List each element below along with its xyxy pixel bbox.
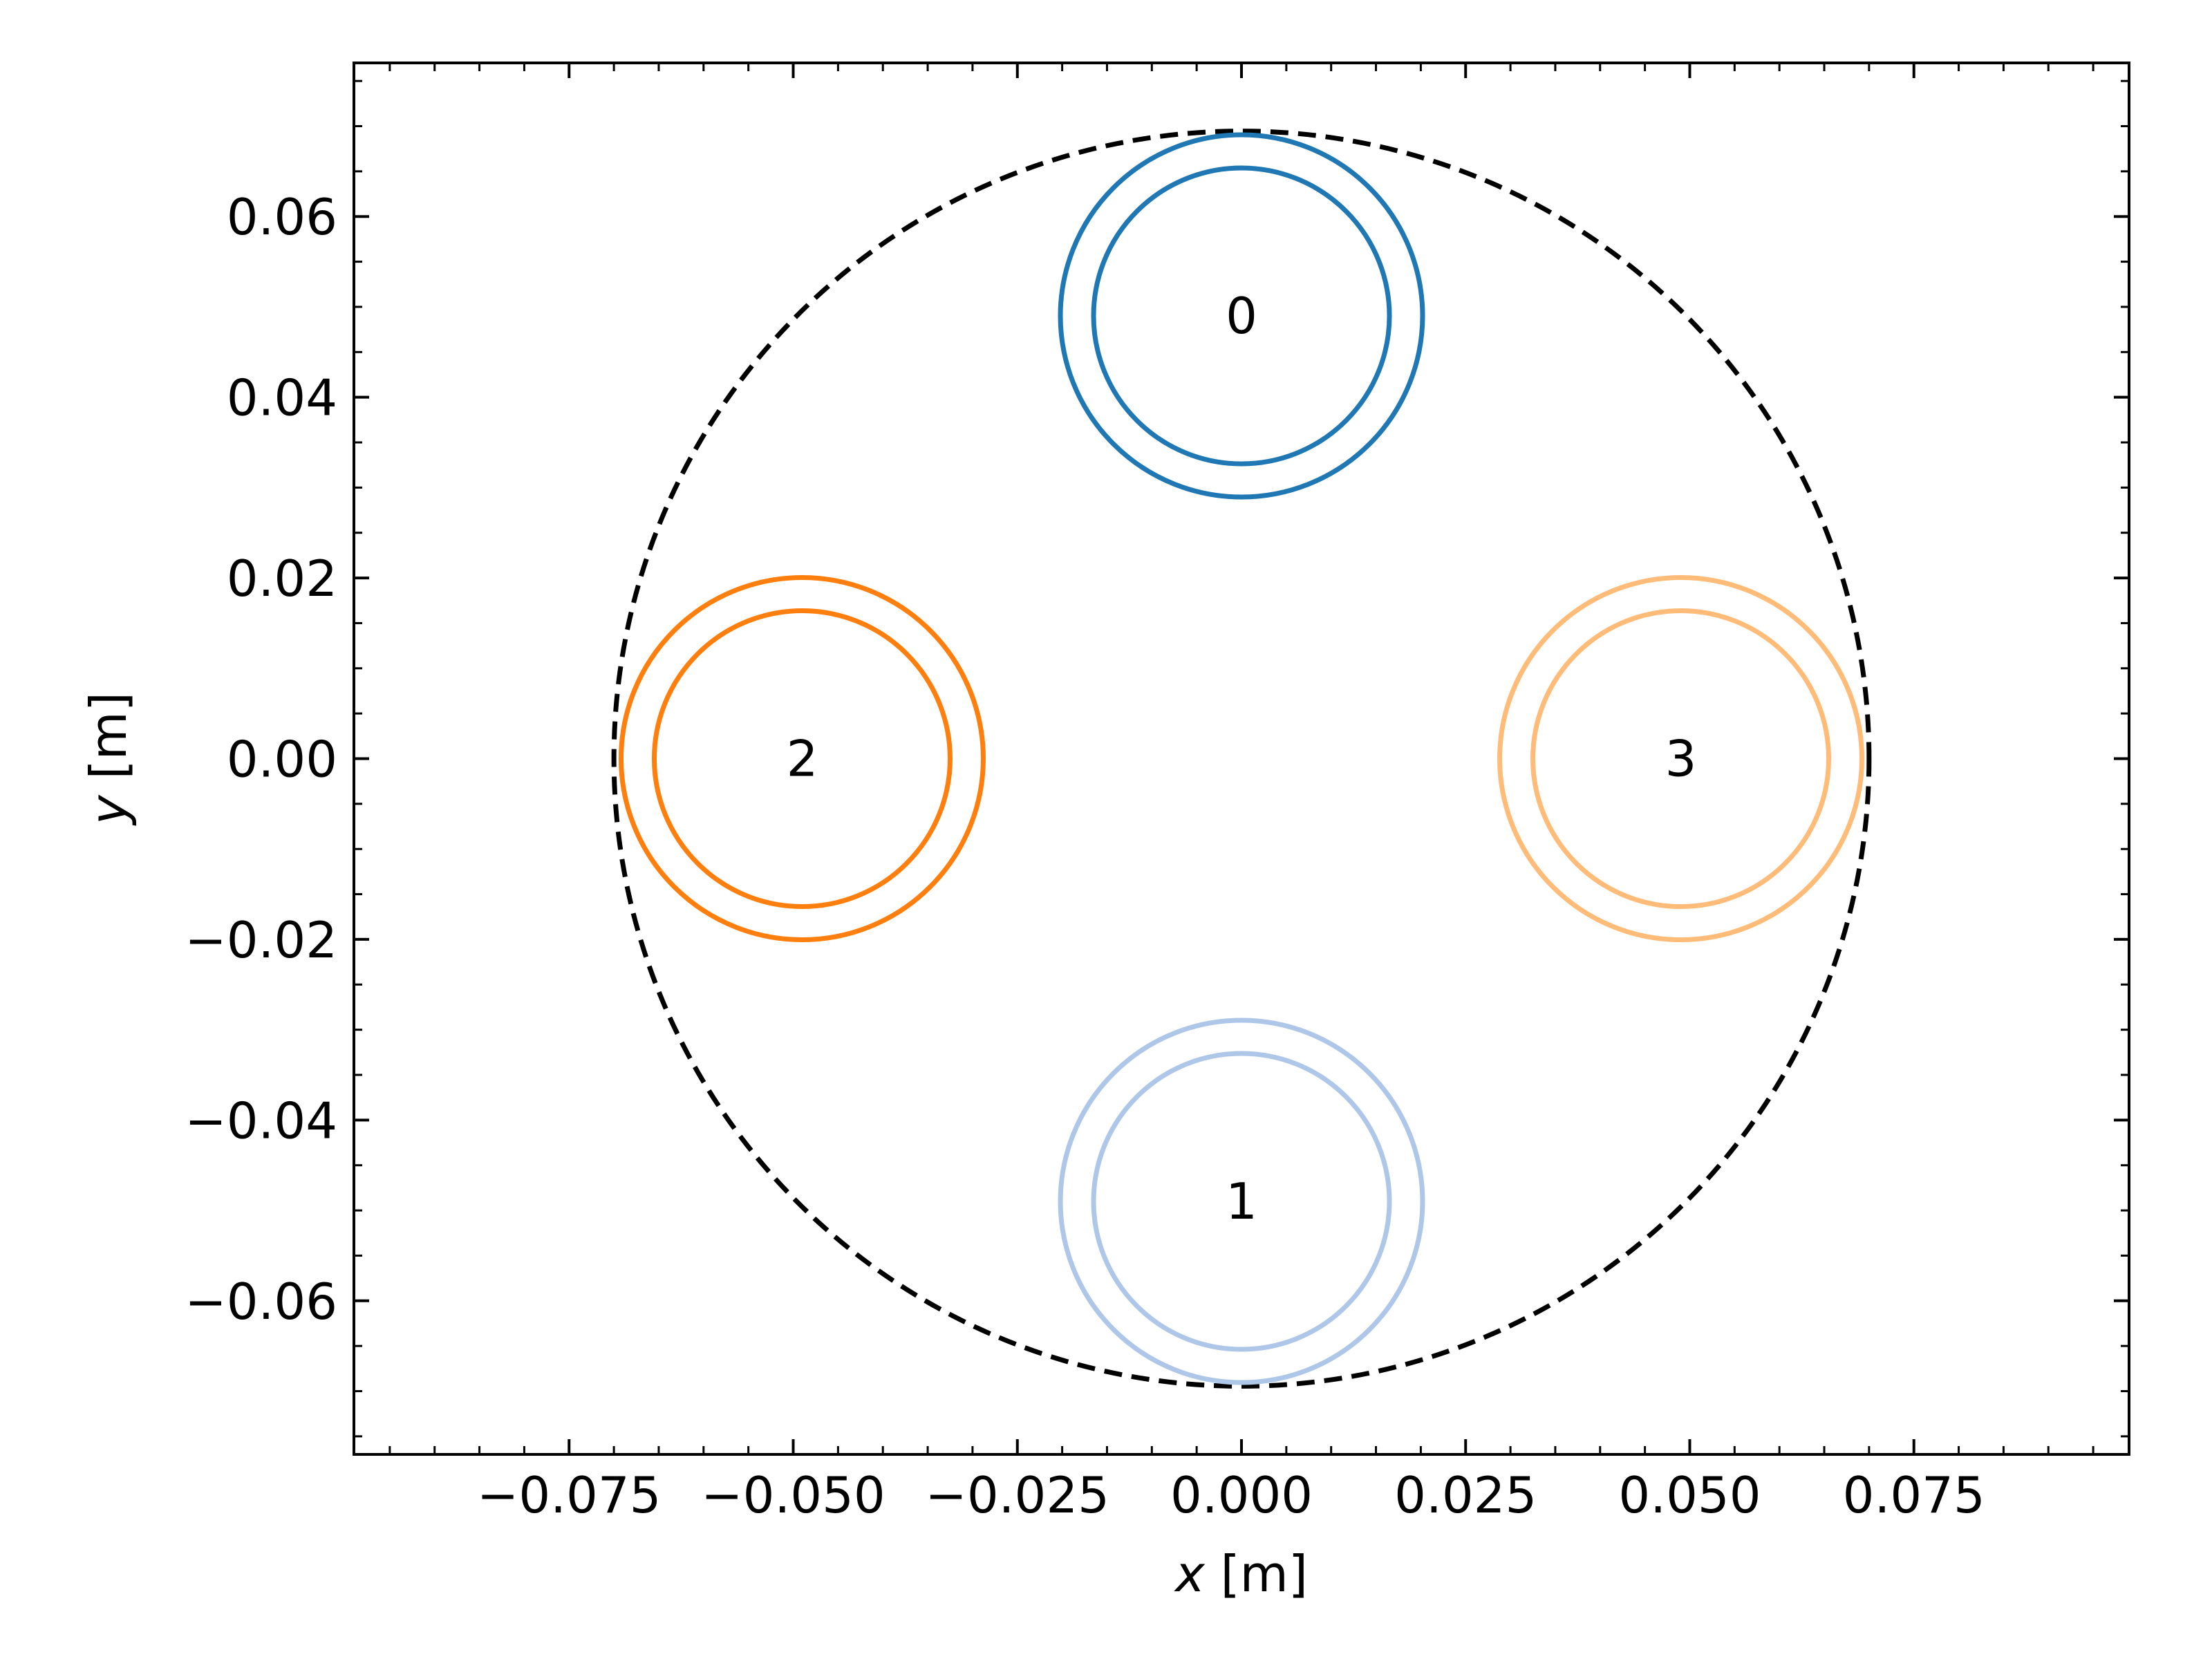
plot-frame [353,62,2130,1456]
x-axis-unit: [m] [1205,1545,1308,1603]
conductor-0-outer-circle [1058,132,1425,500]
x-tick-label: 0.075 [1843,1466,1985,1524]
y-axis-variable: y [79,794,138,826]
conductor-1-outer-circle [1058,1018,1425,1385]
x-tick-label: −0.025 [926,1466,1109,1524]
x-axis-label: x [m] [1174,1545,1308,1603]
x-tick-label: −0.050 [701,1466,885,1524]
y-tick-label: 0.00 [227,731,337,789]
conductor-2-outer-circle [618,575,986,942]
x-tick-label: 0.050 [1618,1466,1761,1524]
conductor-3-label: 3 [1665,730,1697,788]
y-tick-label: −0.06 [185,1273,337,1331]
y-tick-label: 0.02 [227,550,337,608]
conductor-2-inner-circle [651,608,953,909]
conductor-0-inner-circle [1091,165,1392,467]
y-tick-label: −0.04 [185,1091,337,1150]
x-tick-label: 0.025 [1394,1466,1537,1524]
x-tick-labels: −0.075 −0.050 −0.025 0.000 0.025 0.050 0.075 [477,1466,1985,1524]
plot-area [354,63,2129,1454]
conductor-1-label: 1 [1226,1172,1257,1230]
y-tick-labels: −0.06 −0.04 −0.02 0.00 0.02 0.04 0.06 [185,188,337,1331]
x-tick-label: 0.000 [1170,1466,1313,1524]
boundary-dashed-circle [611,129,1872,1389]
conductor-3-inner-circle [1530,608,1832,909]
conductor-3-outer-circle [1497,575,1865,942]
y-tick-label: −0.02 [185,911,337,969]
y-tick-label: 0.06 [227,188,337,246]
boundary-group [611,129,1872,1389]
y-tick-label: 0.04 [227,369,337,427]
conductor-0-label: 0 [1226,287,1257,345]
conductor-1-inner-circle [1091,1051,1392,1352]
conductor-2-label: 2 [787,730,818,788]
y-axis-unit: [m] [79,692,138,795]
conductors-group: 0 1 2 3 [618,132,1865,1385]
x-axis-variable: x [1174,1545,1206,1603]
major-ticks [354,63,2129,1454]
y-axis-label: y [m] [79,692,138,826]
x-tick-label: −0.075 [477,1466,661,1524]
